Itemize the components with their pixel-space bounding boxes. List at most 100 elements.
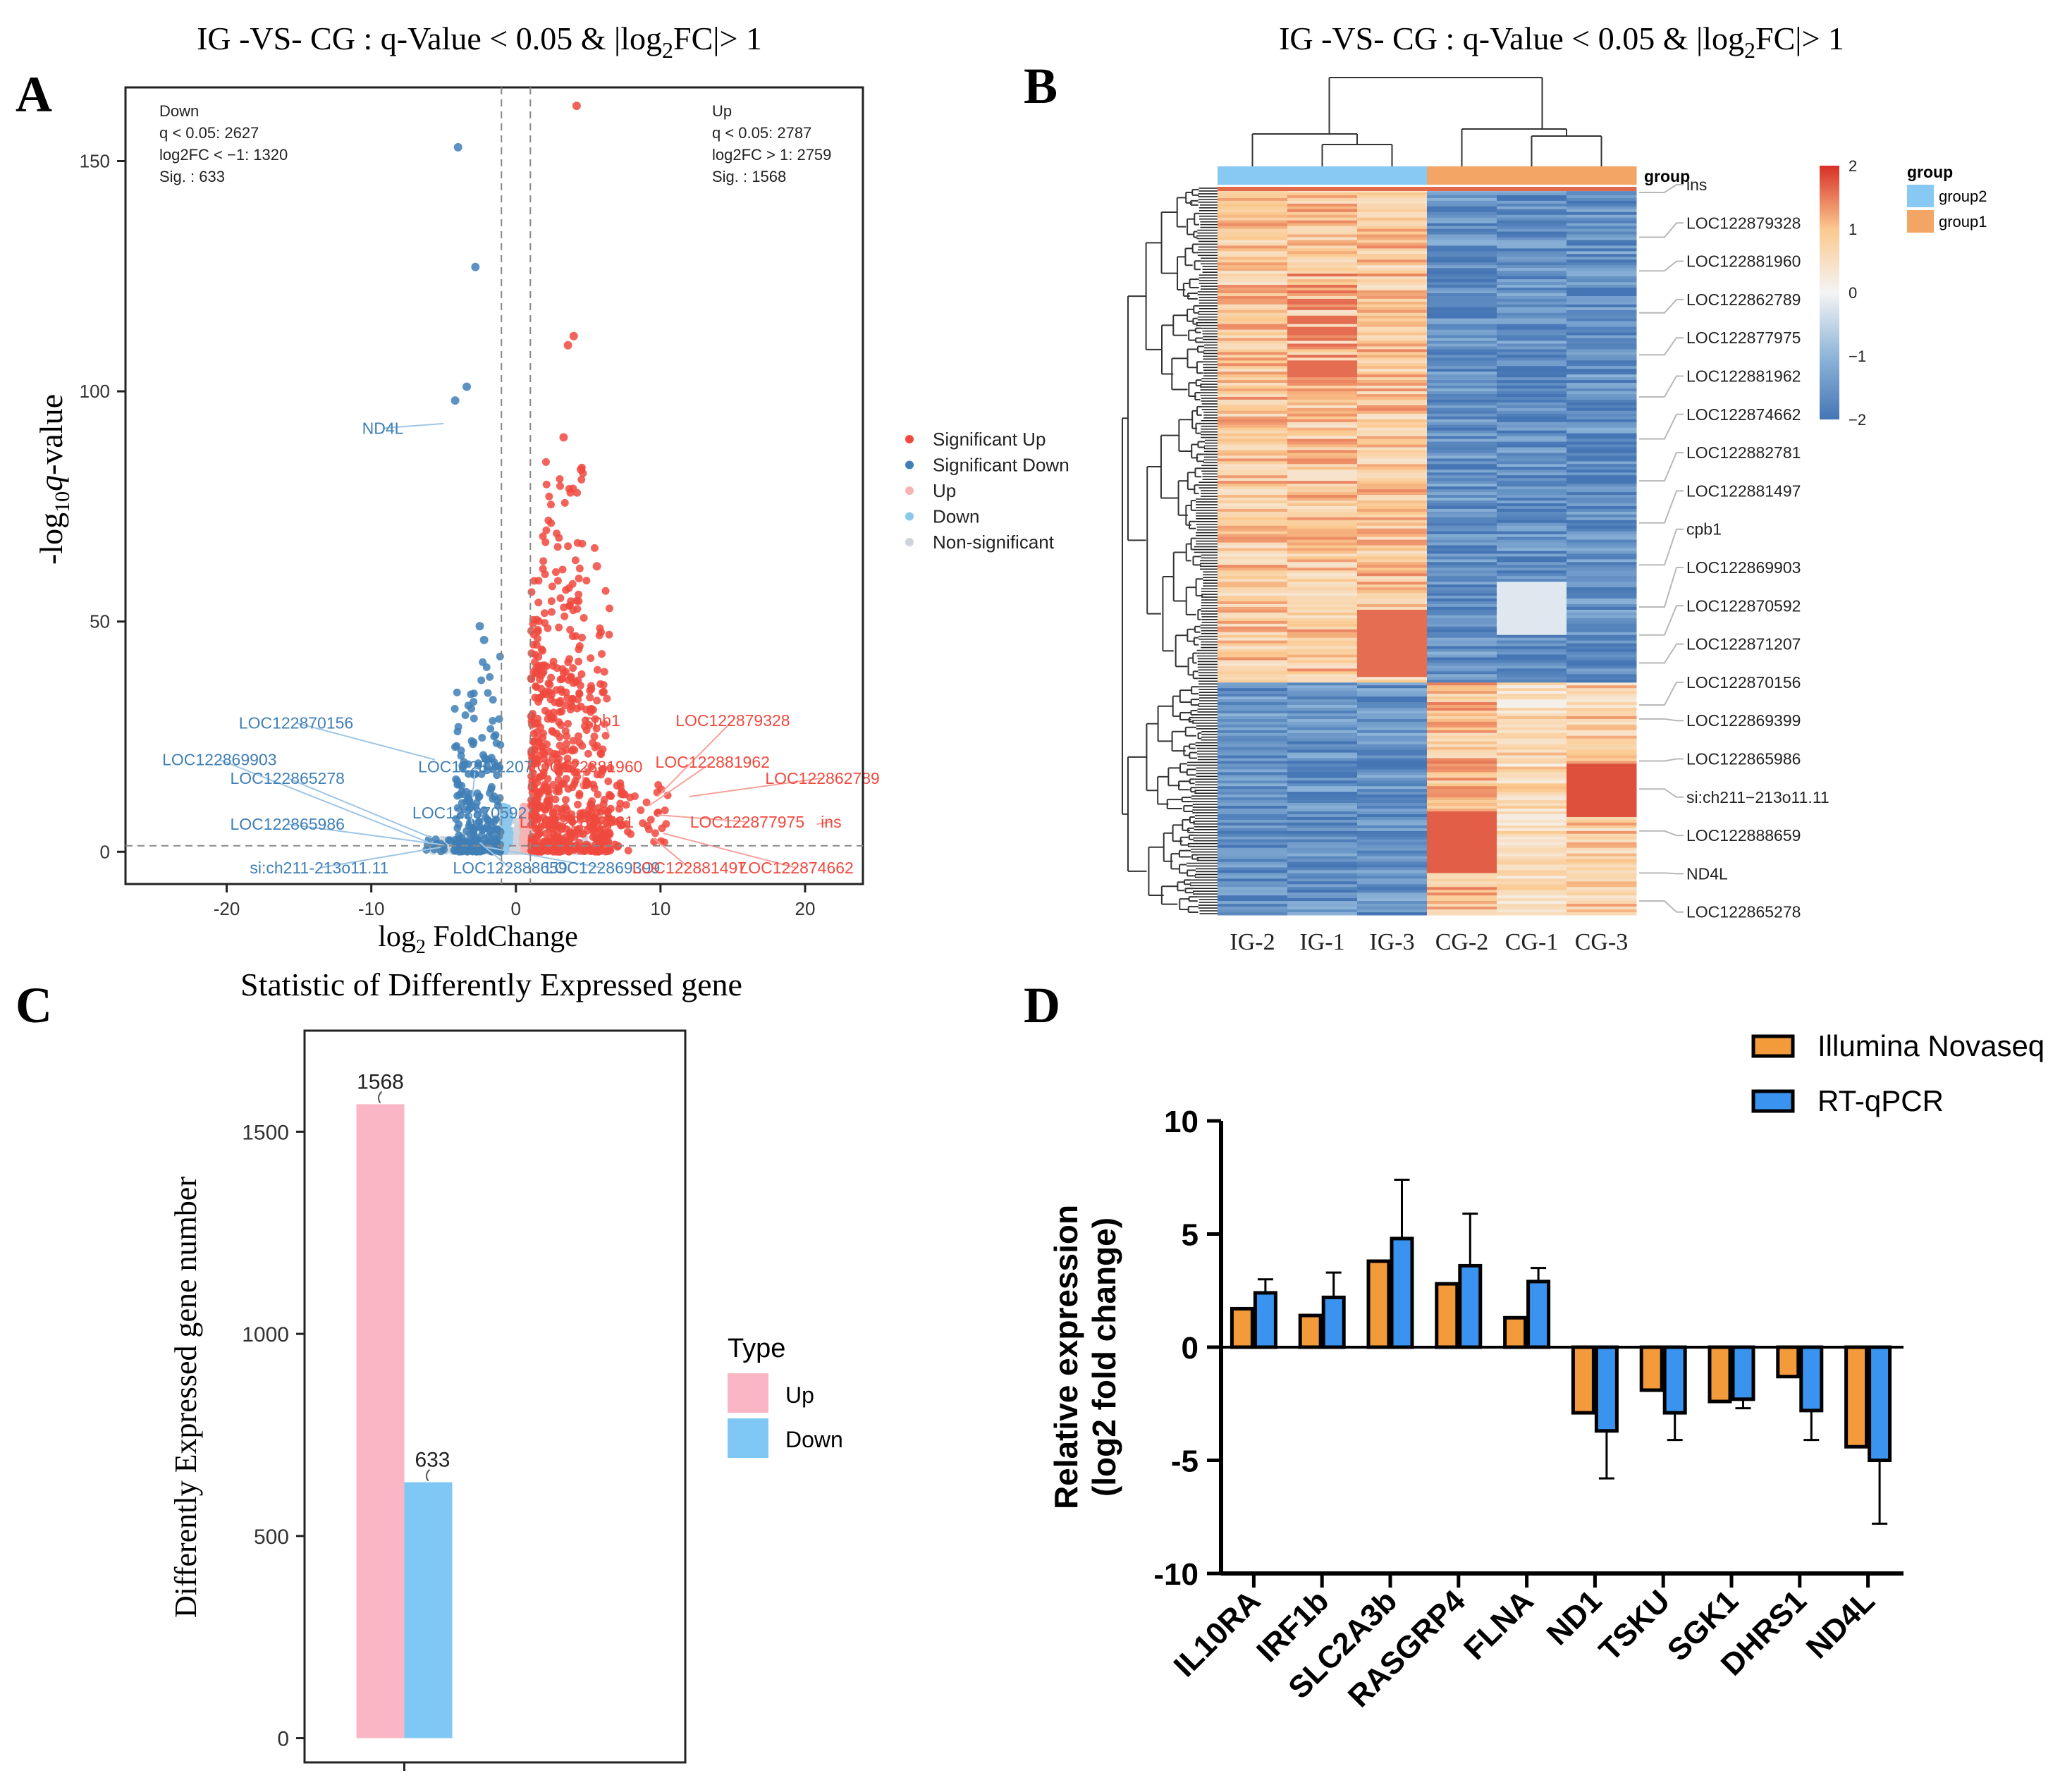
- heatmap-cell: [1357, 197, 1428, 202]
- heatmap-cell: [1357, 590, 1428, 594]
- heatmap-cell: [1357, 873, 1428, 876]
- heatmap-cell: [1287, 769, 1358, 773]
- heatmap-cell: [1218, 366, 1288, 369]
- heatmap-cell: [1497, 318, 1567, 322]
- heatmap-cell: [1497, 603, 1567, 608]
- heatmap-cell: [1218, 335, 1288, 339]
- heatmap-cell: [1427, 816, 1497, 821]
- heatmap-cell: [1357, 603, 1428, 608]
- sig-up-point: [532, 641, 541, 649]
- heatmap-cell: [1567, 696, 1637, 700]
- heatmap-cell: [1218, 691, 1288, 694]
- heatmap-cell: [1218, 688, 1288, 692]
- heatmap-cell: [1497, 315, 1567, 319]
- sig-up-point: [560, 498, 569, 507]
- heatmap-cell: [1287, 766, 1358, 770]
- heatmap-cell: [1357, 747, 1428, 751]
- heatmap-cell: [1497, 338, 1567, 342]
- heatmap-cell: [1357, 329, 1428, 333]
- heatmap-cell: [1567, 203, 1637, 207]
- heatmap-cell: [1427, 274, 1497, 277]
- heatmap-cell: [1218, 766, 1288, 770]
- heatmap-cell: [1427, 424, 1497, 429]
- heatmap-cell: [1567, 498, 1637, 501]
- heatmap-cell: [1567, 464, 1637, 467]
- heatmap-cell: [1427, 405, 1497, 409]
- heatmap-cell: [1567, 892, 1637, 896]
- heatmap-cell: [1218, 763, 1288, 767]
- heatmap-cell: [1357, 363, 1428, 367]
- sig-up-point: [604, 777, 613, 785]
- heatmap-cell: [1497, 399, 1567, 403]
- heatmap-cell: [1567, 545, 1637, 549]
- heatmap-cell: [1357, 495, 1428, 498]
- heatmap-cell: [1497, 584, 1567, 588]
- heatmap-cell: [1357, 427, 1428, 431]
- heatmap-cell: [1287, 203, 1358, 207]
- heatmap-cell: [1357, 668, 1428, 672]
- heatmap-cell: [1497, 766, 1567, 770]
- heatmap-cell: [1427, 637, 1497, 642]
- heatmap-cell: [1427, 433, 1497, 437]
- heatmap-cell: [1567, 881, 1637, 885]
- heatmap-cell: [1497, 192, 1567, 196]
- volcano-y-tick-label: 100: [80, 381, 110, 402]
- sig-up-point: [557, 685, 565, 694]
- sig-up-point: [542, 526, 551, 534]
- sig-up-point: [587, 654, 595, 663]
- heatmap-cell: [1357, 806, 1428, 809]
- heatmap-cell: [1497, 430, 1567, 434]
- heatmap-cell: [1497, 484, 1567, 487]
- validation-y-tick-label: -10: [1153, 1557, 1199, 1592]
- heatmap-cell: [1497, 380, 1567, 383]
- heatmap-cell: [1567, 396, 1637, 400]
- sig-down-point: [488, 837, 496, 845]
- heatmap-cell: [1287, 262, 1358, 266]
- heatmap-cell: [1567, 234, 1637, 238]
- heatmap-cell: [1357, 472, 1428, 476]
- heatmap-cell: [1567, 724, 1637, 728]
- volcano-gene-label: LOC122870592: [412, 804, 527, 822]
- heatmap-cell: [1567, 240, 1637, 243]
- heatmap-cell: [1567, 590, 1637, 594]
- heatmap-cell: [1357, 766, 1428, 770]
- heatmap-cell: [1287, 861, 1358, 865]
- heatmap-cell: [1218, 262, 1288, 266]
- volcano-y-tick-label: 0: [100, 841, 110, 862]
- heatmap-cell: [1567, 539, 1637, 544]
- heatmap-cell: [1287, 806, 1358, 809]
- sig-up-point: [575, 575, 583, 583]
- sig-up-point: [560, 763, 569, 772]
- heatmap-cell: [1427, 450, 1497, 453]
- heatmap-cell: [1567, 410, 1637, 415]
- heatmap-cell: [1218, 758, 1288, 761]
- heatmap-cell: [1357, 593, 1428, 596]
- sig-up-point: [599, 688, 607, 696]
- up-point: [519, 814, 527, 822]
- heatmap-cell: [1427, 778, 1497, 781]
- heatmap-cell: [1567, 223, 1637, 227]
- heatmap-cell: [1567, 898, 1637, 902]
- heatmap-cell: [1357, 769, 1428, 773]
- heatmap-cell: [1427, 822, 1497, 826]
- sig-up-point: [544, 679, 553, 687]
- heatmap-cell: [1218, 710, 1288, 714]
- heatmap-cell: [1497, 822, 1567, 826]
- heatmap-cell: [1567, 839, 1637, 843]
- heatmap-cell: [1287, 601, 1358, 605]
- heatmap-cell: [1567, 873, 1637, 876]
- heatmap-cell: [1287, 629, 1358, 633]
- heatmap-cell: [1287, 870, 1358, 873]
- heatmap-cell: [1287, 478, 1358, 481]
- heatmap-cell: [1427, 324, 1497, 328]
- heatmap-cell: [1497, 680, 1567, 683]
- heatmap-cell: [1357, 508, 1428, 513]
- heatmap-cell: [1427, 396, 1497, 400]
- rtqpcr-legend-label: RT-qPCR: [1817, 1084, 1944, 1117]
- heatmap-cell: [1218, 912, 1288, 916]
- heatmap-cell: [1427, 634, 1497, 639]
- heatmap-cell: [1427, 464, 1497, 467]
- heatmap-cell: [1357, 366, 1428, 369]
- heatmap-cell: [1427, 503, 1497, 507]
- heatmap-cell: [1567, 536, 1637, 541]
